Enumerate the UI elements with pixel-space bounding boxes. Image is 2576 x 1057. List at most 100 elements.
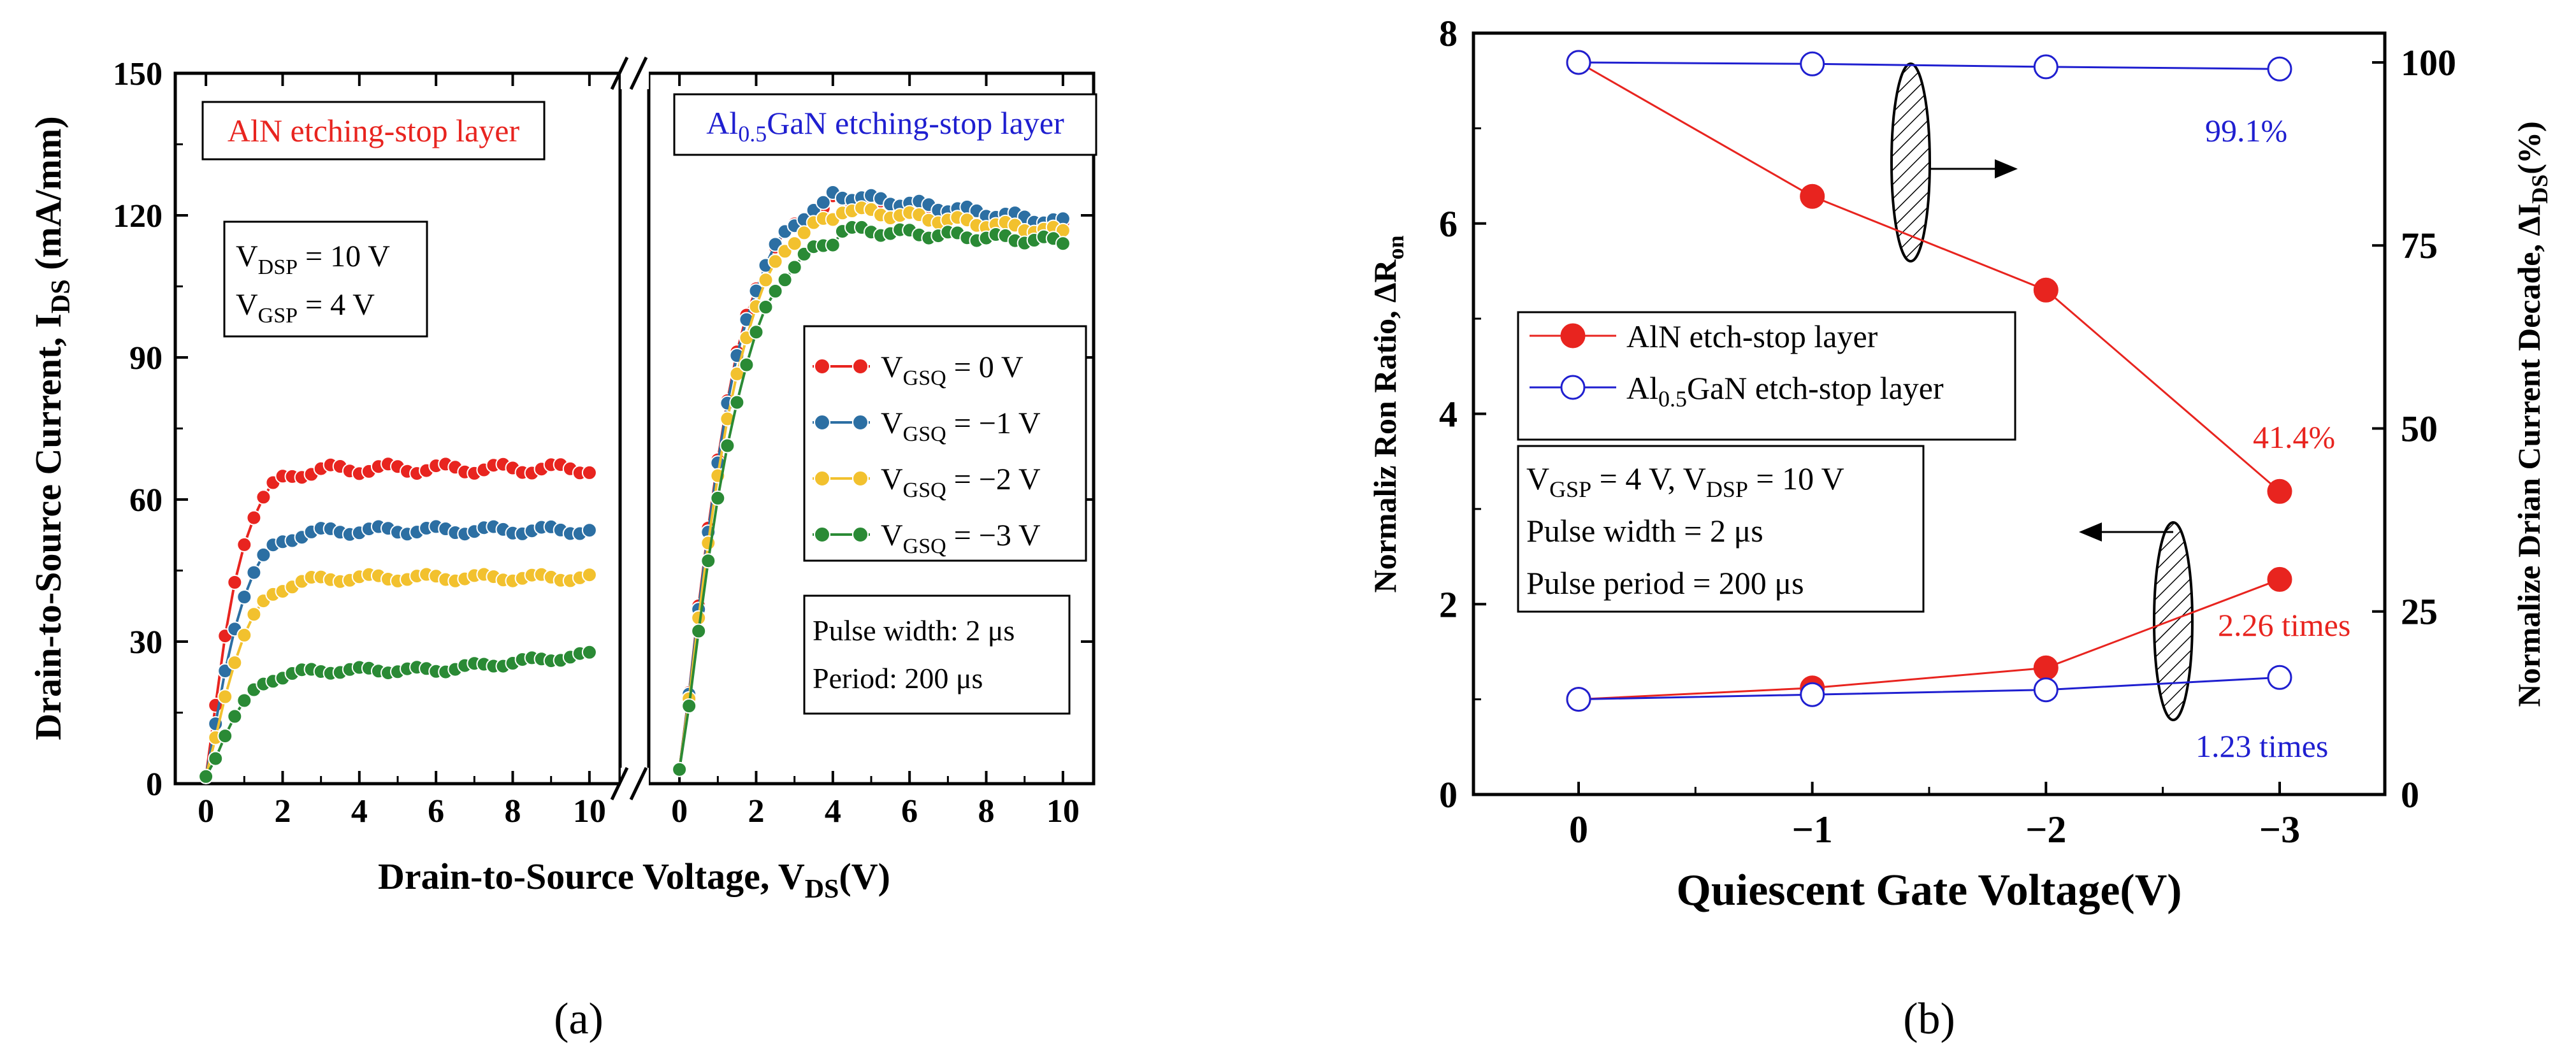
legend-label-3: VGSQ = −3 V [881,519,1041,558]
y-tick-label-5: 150 [113,56,163,92]
b-series-point-1-0 [1566,687,1591,712]
bias-line-1: VDSP = 10 V [236,240,390,279]
x-tick-label-1-5: 10 [1046,793,1080,830]
x-tick-label-0-2: 4 [351,793,368,830]
bias-line-2-post: = 4 V [298,288,375,322]
cond-line-1-b: = 4 V, V [1591,461,1706,496]
legend-marker-2-b [852,470,869,487]
curve-point-1-3-0 [672,761,688,777]
legend-marker-3-a [814,526,830,543]
b-x-tick-label-0: 0 [1569,809,1588,851]
legend-marker-3-b [852,526,869,543]
panel-a-y-label-sub: DS [47,279,76,313]
b-series-point-2-3 [2267,478,2292,504]
curve-point-0-2-5 [246,607,262,622]
curve-point-0-2-2 [217,689,233,705]
legend-marker-1-a [814,414,830,431]
curve-point-1-2-9 [758,272,774,288]
curve-point-1-3-10 [767,284,783,299]
cond-line-3: Pulse period = 200 μs [1526,565,1804,601]
panel-b-y-right-sub: DS [2527,175,2552,204]
curve-point-1-3-40 [1055,236,1071,252]
x-tick-label-1-2: 4 [825,793,841,830]
b-y-tick-label-1: 2 [1439,584,1458,625]
x-tick-label-0-3: 6 [428,793,444,830]
curve-point-0-2-3 [227,655,243,671]
curve-point-1-3-2 [691,623,707,639]
legend-aln-marker [1560,323,1586,349]
curve-point-1-3-9 [758,299,774,315]
inset-right-box [673,93,1097,156]
panel-a-y-label-pre: Drain-to-Source Current, I [27,313,69,740]
legend-marker-0-b [852,358,869,375]
panel-b-chart: 0 2 4 6 8 0 25 50 75 100 0 −1 −2 −3 AlN etch-stop lay… [1367,13,2552,1044]
bias-conditions-box [223,220,428,338]
curve-point-1-2-10 [767,254,783,270]
b-x-tick-label-2: −2 [2025,809,2066,851]
x-tick-label-1-4: 8 [978,793,995,830]
panel-a-y-label-post: (mA/mm) [27,116,69,279]
curve-point-0-1-5 [246,564,262,580]
b-series-point-1-3 [2267,665,2292,690]
legend-label-0: VGSQ = 0 V [881,350,1024,390]
inset-left-title: AlN etching-stop layer [228,113,520,148]
curve-point-1-2-3 [700,535,716,551]
x-tick-label-1-1: 2 [748,793,764,830]
curve-point-1-3-4 [710,490,726,506]
y-tick-label-4: 120 [113,198,163,234]
panel-a-curves [198,185,1071,784]
b-series-point-2-2 [2033,277,2059,303]
b-series-point-3-2 [2033,54,2059,80]
legend-marker-1-b [852,414,869,431]
inset-right-title: Al0.5GaN etching-stop layer [706,105,1064,147]
panel-b-y-right-pre: Normalize Drian Current Decade, ΔI [2511,204,2547,707]
cond-line-1-c: = 10 V [1748,461,1844,496]
curve-point-0-0-40 [581,464,597,480]
curve-point-1-2-13 [796,225,812,241]
b-series-line-1 [1578,676,2280,701]
pulse-box [803,594,1071,715]
b-series-point-2-1 [1800,183,1825,209]
curve-point-1-3-12 [786,259,802,275]
inset-right-title-pre: Al [706,105,738,141]
panel-a-x-label-pre: Drain-to-Source Voltage, V [378,856,805,897]
panel-b-ticks: 0 2 4 6 8 0 25 50 75 100 0 −1 −2 −3 [1439,13,2456,851]
curve-point-0-2-4 [236,627,252,643]
b-yr-tick-label-4: 100 [2401,42,2456,83]
b-x-tick-label-3: −3 [2259,809,2300,851]
legend-algan-label: Al0.5GaN etch-stop layer [1626,370,1944,412]
annotation-99-1-percent: 99.1% [2205,113,2287,148]
panel-b-conditions-box [1517,445,1925,613]
b-series-point-3-3 [2267,56,2292,82]
b-yr-tick-label-3: 75 [2401,225,2438,266]
bias-line-2: VGSP = 4 V [236,288,375,327]
bias-line-2-sub: GSP [258,304,298,327]
x-tick-label-0-1: 2 [274,793,291,830]
legend-marker-0-a [814,358,830,375]
curve-point-0-3-40 [581,644,597,660]
x-tick-label-1-0: 0 [671,793,688,830]
panel-a-caption: (a) [554,995,604,1044]
b-series-point-3-1 [1800,51,1825,76]
b-series-point-1-2 [2033,677,2059,703]
b-y-tick-label-2: 4 [1439,394,1458,435]
y-tick-label-3: 90 [129,340,163,377]
y-tick-label-0: 0 [146,766,163,803]
b-series-line-2 [1578,61,2280,493]
bias-line-2-pre: V [236,288,258,322]
curve-point-0-0-4 [236,536,252,552]
b-y-tick-label-0: 0 [1439,774,1458,816]
axis-break-bottom [610,766,649,801]
curve-point-0-0-5 [246,510,262,526]
x-tick-label-0-4: 8 [505,793,521,830]
panel-b-y-right-post: (%) [2511,121,2547,174]
b-yr-tick-label-2: 50 [2401,408,2438,449]
annotation-2-26-times: 2.26 times [2218,607,2350,643]
curve-point-1-3-3 [700,553,716,569]
curve-0-0 [205,463,590,777]
panel-b-y-label-left: Normaliz Ron Ratio, ΔRon [1367,236,1408,593]
panel-a-ticks: 0 30 60 90 120 150 0 2 4 6 8 10 0 2 4 6 8 10 [113,56,1094,830]
bias-line-1-post: = 10 V [298,240,390,273]
y-tick-label-2: 60 [129,482,163,519]
panel-b-legend-box [1517,311,2016,441]
